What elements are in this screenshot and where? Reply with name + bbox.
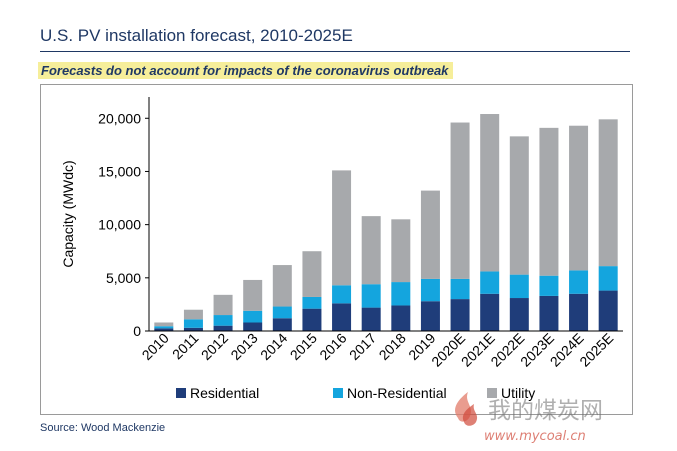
- legend-label: Utility: [501, 385, 535, 401]
- bar-residential: [480, 293, 500, 331]
- y-tick-label: 0: [133, 323, 141, 339]
- bar-residential: [213, 325, 233, 331]
- chart-panel: 0 5,000 10,000 15,000 20,000 Capacity (MWdc) 2…: [40, 84, 633, 415]
- bar-utility: [272, 265, 292, 307]
- bar-residential: [391, 305, 411, 331]
- bar-residential: [539, 295, 559, 331]
- legend-swatch: [176, 388, 186, 398]
- y-tick-label: 20,000: [98, 110, 141, 126]
- bar-residential: [569, 293, 589, 331]
- bar-utility: [302, 251, 322, 297]
- bar-non-residential: [154, 326, 174, 329]
- bar-utility: [361, 216, 381, 285]
- bar-residential: [509, 298, 529, 331]
- legend-label: Non-Residential: [347, 385, 447, 401]
- x-tick-label: 2025E: [576, 330, 616, 370]
- bar-non-residential: [420, 278, 440, 302]
- stacked-bar-chart: 0 5,000 10,000 15,000 20,000 Capacity (MWdc) 2…: [60, 97, 623, 401]
- x-tick-label: 2013: [227, 330, 260, 363]
- bar-residential: [420, 301, 440, 331]
- y-axis-title: Capacity (MWdc): [60, 160, 76, 267]
- bar-residential: [183, 327, 203, 331]
- bar-utility: [569, 125, 589, 271]
- bar-non-residential: [213, 315, 233, 326]
- bar-non-residential: [509, 274, 529, 299]
- bar-utility: [391, 219, 411, 283]
- bar-residential: [154, 328, 174, 331]
- bar-non-residential: [480, 271, 500, 294]
- bar-utility: [420, 190, 440, 279]
- bar-non-residential: [243, 310, 263, 323]
- x-tick-label: 2015: [287, 330, 320, 363]
- y-tick-label: 10,000: [98, 217, 141, 233]
- source-note: Source: Wood Mackenzie: [40, 422, 166, 434]
- watermark-logo: 我的煤炭网 www.mycoal.cn: [455, 392, 603, 444]
- x-tick-label: 2018: [376, 330, 409, 363]
- bar-utility: [243, 279, 263, 311]
- bar-utility: [539, 127, 559, 276]
- bar-utility: [332, 170, 352, 286]
- bar-non-residential: [391, 282, 411, 306]
- bar-residential: [361, 307, 381, 331]
- bar-non-residential: [302, 296, 322, 309]
- x-tick-label: 2012: [198, 330, 231, 363]
- flame-icon: [455, 392, 478, 426]
- x-tick-label: 2010: [139, 330, 172, 363]
- bar-non-residential: [361, 284, 381, 308]
- bar-non-residential: [272, 306, 292, 319]
- legend-label: Residential: [190, 385, 259, 401]
- bar-residential: [272, 318, 292, 331]
- chart-title: U.S. PV installation forecast, 2010-2025…: [40, 26, 353, 45]
- bar-non-residential: [539, 275, 559, 296]
- x-tick-label: 2014: [257, 330, 290, 363]
- bar-residential: [302, 308, 322, 331]
- legend-swatch: [487, 388, 497, 398]
- bar-residential: [450, 299, 470, 331]
- bar-non-residential: [332, 285, 352, 304]
- bar-utility: [598, 119, 618, 267]
- bar-utility: [213, 294, 233, 316]
- bar-non-residential: [183, 319, 203, 328]
- bar-utility: [509, 136, 529, 275]
- y-tick-label: 15,000: [98, 163, 141, 179]
- bar-utility: [183, 309, 203, 320]
- bar-non-residential: [450, 278, 470, 300]
- bar-utility: [480, 114, 500, 272]
- watermark-url: www.mycoal.cn: [484, 429, 586, 444]
- bar-residential: [243, 322, 263, 331]
- legend-swatch: [333, 388, 343, 398]
- title-divider: [40, 51, 630, 52]
- x-tick-label: 2017: [346, 330, 379, 363]
- y-tick-label: 5,000: [106, 270, 141, 286]
- x-tick-label: 2011: [169, 330, 202, 363]
- bar-residential: [598, 290, 618, 331]
- watermark-cn: 我的煤炭网: [488, 398, 603, 424]
- bar-non-residential: [598, 266, 618, 291]
- bar-non-residential: [569, 270, 589, 294]
- bar-utility: [154, 322, 174, 327]
- x-tick-label: 2016: [316, 330, 349, 363]
- forecast-note: Forecasts do not account for impacts of …: [38, 62, 454, 79]
- bar-residential: [332, 303, 352, 331]
- bar-utility: [450, 122, 470, 279]
